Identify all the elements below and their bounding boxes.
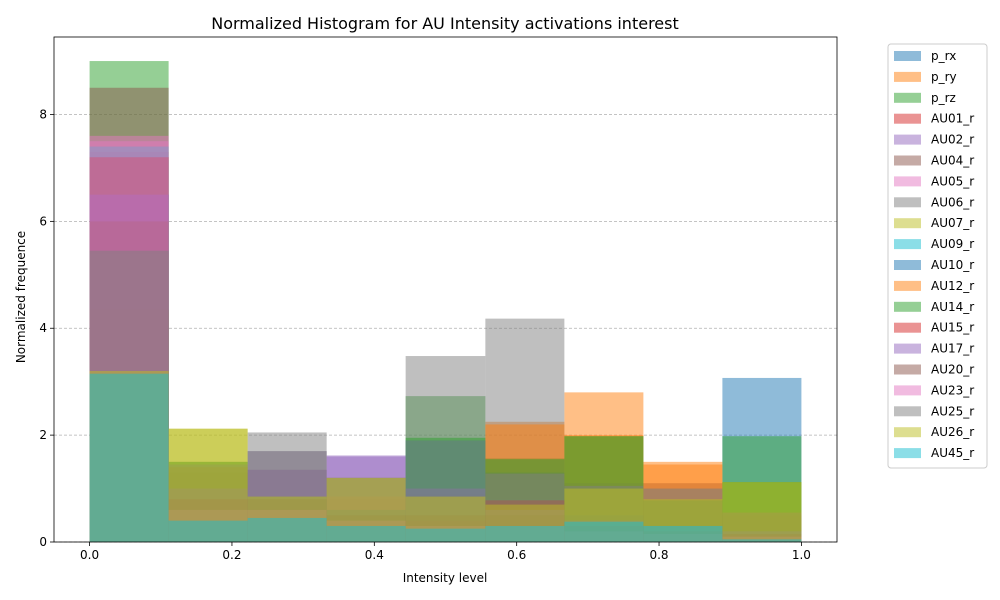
y-axis-label: Normalized frequence — [14, 231, 28, 363]
legend-item: AU07_r — [894, 216, 974, 230]
y-tick-label: 2 — [39, 428, 47, 442]
legend-item: AU45_r — [894, 446, 974, 460]
legend-swatch — [894, 92, 921, 103]
bars-layer — [89, 61, 802, 543]
legend-label: AU25_r — [931, 404, 974, 418]
y-tick-label: 6 — [39, 214, 47, 228]
bar-AU45_r-7 — [643, 525, 723, 542]
legend-label: AU10_r — [931, 258, 974, 272]
legend-label: AU06_r — [931, 195, 974, 209]
legend-item: AU14_r — [894, 300, 974, 314]
x-tick-label: 0.0 — [80, 548, 99, 562]
y-tick-label: 4 — [39, 321, 47, 335]
series-AU45_r — [89, 373, 802, 542]
legend-swatch — [894, 71, 921, 82]
x-tick-label: 0.8 — [649, 548, 668, 562]
legend-frame — [887, 43, 988, 469]
x-tick-label: 0.2 — [222, 548, 241, 562]
legend-item: AU17_r — [894, 342, 974, 356]
bar-AU45_r-3 — [326, 525, 406, 542]
legend-item: p_rx — [894, 49, 956, 63]
bar-AU26_r-8 — [722, 482, 802, 542]
legend-item: AU06_r — [894, 195, 974, 209]
legend-swatch — [894, 280, 921, 291]
legend-swatch — [894, 113, 921, 124]
legend-swatch — [894, 260, 921, 270]
legend-swatch — [894, 448, 921, 459]
legend: p_rx p_ry p_rz AU01_r AU02_r AU04_r AU05_r AU06… — [887, 43, 988, 469]
legend-swatch — [894, 322, 921, 333]
legend-swatch — [894, 134, 921, 145]
legend-swatch — [894, 155, 921, 166]
legend-item: p_rz — [894, 91, 956, 105]
legend-label: AU23_r — [931, 383, 974, 397]
plot-frame — [53, 36, 838, 543]
legend-swatch — [894, 406, 921, 417]
bar-AU45_r-4 — [405, 528, 486, 542]
x-tick-label: 0.4 — [365, 548, 384, 562]
legend-label: AU12_r — [931, 279, 974, 293]
legend-label: p_ry — [931, 70, 957, 84]
legend-swatch — [894, 385, 921, 396]
bar-AU45_r-2 — [247, 517, 327, 542]
legend-swatch — [894, 343, 921, 354]
bar-AU45_r-5 — [485, 525, 565, 542]
legend-item: AU12_r — [894, 279, 974, 293]
bar-AU45_r-6 — [564, 521, 644, 542]
x-axis-label: Intensity level — [403, 571, 488, 585]
bar-AU45_r-8 — [722, 539, 802, 542]
legend-label: AU26_r — [931, 425, 974, 439]
legend-swatch — [894, 176, 921, 187]
legend-label: AU09_r — [931, 237, 974, 251]
legend-label: AU04_r — [931, 154, 974, 168]
legend-swatch — [894, 197, 921, 208]
legend-label: AU05_r — [931, 174, 974, 188]
legend-swatch — [894, 51, 921, 61]
x-tick-label: 1.0 — [792, 548, 811, 562]
legend-label: AU45_r — [931, 446, 974, 460]
legend-label: p_rz — [931, 91, 956, 105]
legend-label: AU01_r — [931, 112, 974, 126]
legend-swatch — [894, 301, 921, 312]
legend-swatch — [894, 239, 921, 250]
legend-item: AU25_r — [894, 404, 974, 418]
legend-label: AU17_r — [931, 342, 974, 356]
legend-item: p_ry — [894, 70, 957, 84]
legend-item: AU05_r — [894, 174, 974, 188]
y-axis: 0 2 4 6 8 — [39, 107, 54, 549]
legend-item: AU09_r — [894, 237, 974, 251]
legend-item: AU20_r — [894, 363, 974, 377]
legend-item: AU26_r — [894, 425, 974, 439]
legend-swatch — [894, 364, 921, 375]
x-tick-label: 0.6 — [507, 548, 526, 562]
legend-swatch — [894, 218, 921, 229]
y-tick-label: 0 — [39, 535, 47, 549]
bar-AU45_r-1 — [168, 520, 248, 542]
x-axis: 0.0 0.2 0.4 0.6 0.8 1.0 — [80, 542, 811, 562]
legend-label: AU20_r — [931, 363, 974, 377]
legend-label: p_rx — [931, 49, 956, 63]
bar-AU45_r-0 — [89, 373, 169, 542]
legend-item: AU04_r — [894, 154, 974, 168]
legend-label: AU15_r — [931, 321, 974, 335]
legend-item: AU10_r — [894, 258, 974, 272]
legend-item: AU01_r — [894, 112, 974, 126]
legend-label: AU07_r — [931, 216, 974, 230]
y-tick-label: 8 — [39, 107, 47, 121]
legend-item: AU15_r — [894, 321, 974, 335]
legend-label: AU14_r — [931, 300, 974, 314]
legend-item: AU02_r — [894, 133, 974, 147]
chart-title: Normalized Histogram for AU Intensity ac… — [211, 14, 679, 33]
legend-label: AU02_r — [931, 133, 974, 147]
legend-swatch — [894, 427, 921, 438]
legend-item: AU23_r — [894, 383, 974, 397]
